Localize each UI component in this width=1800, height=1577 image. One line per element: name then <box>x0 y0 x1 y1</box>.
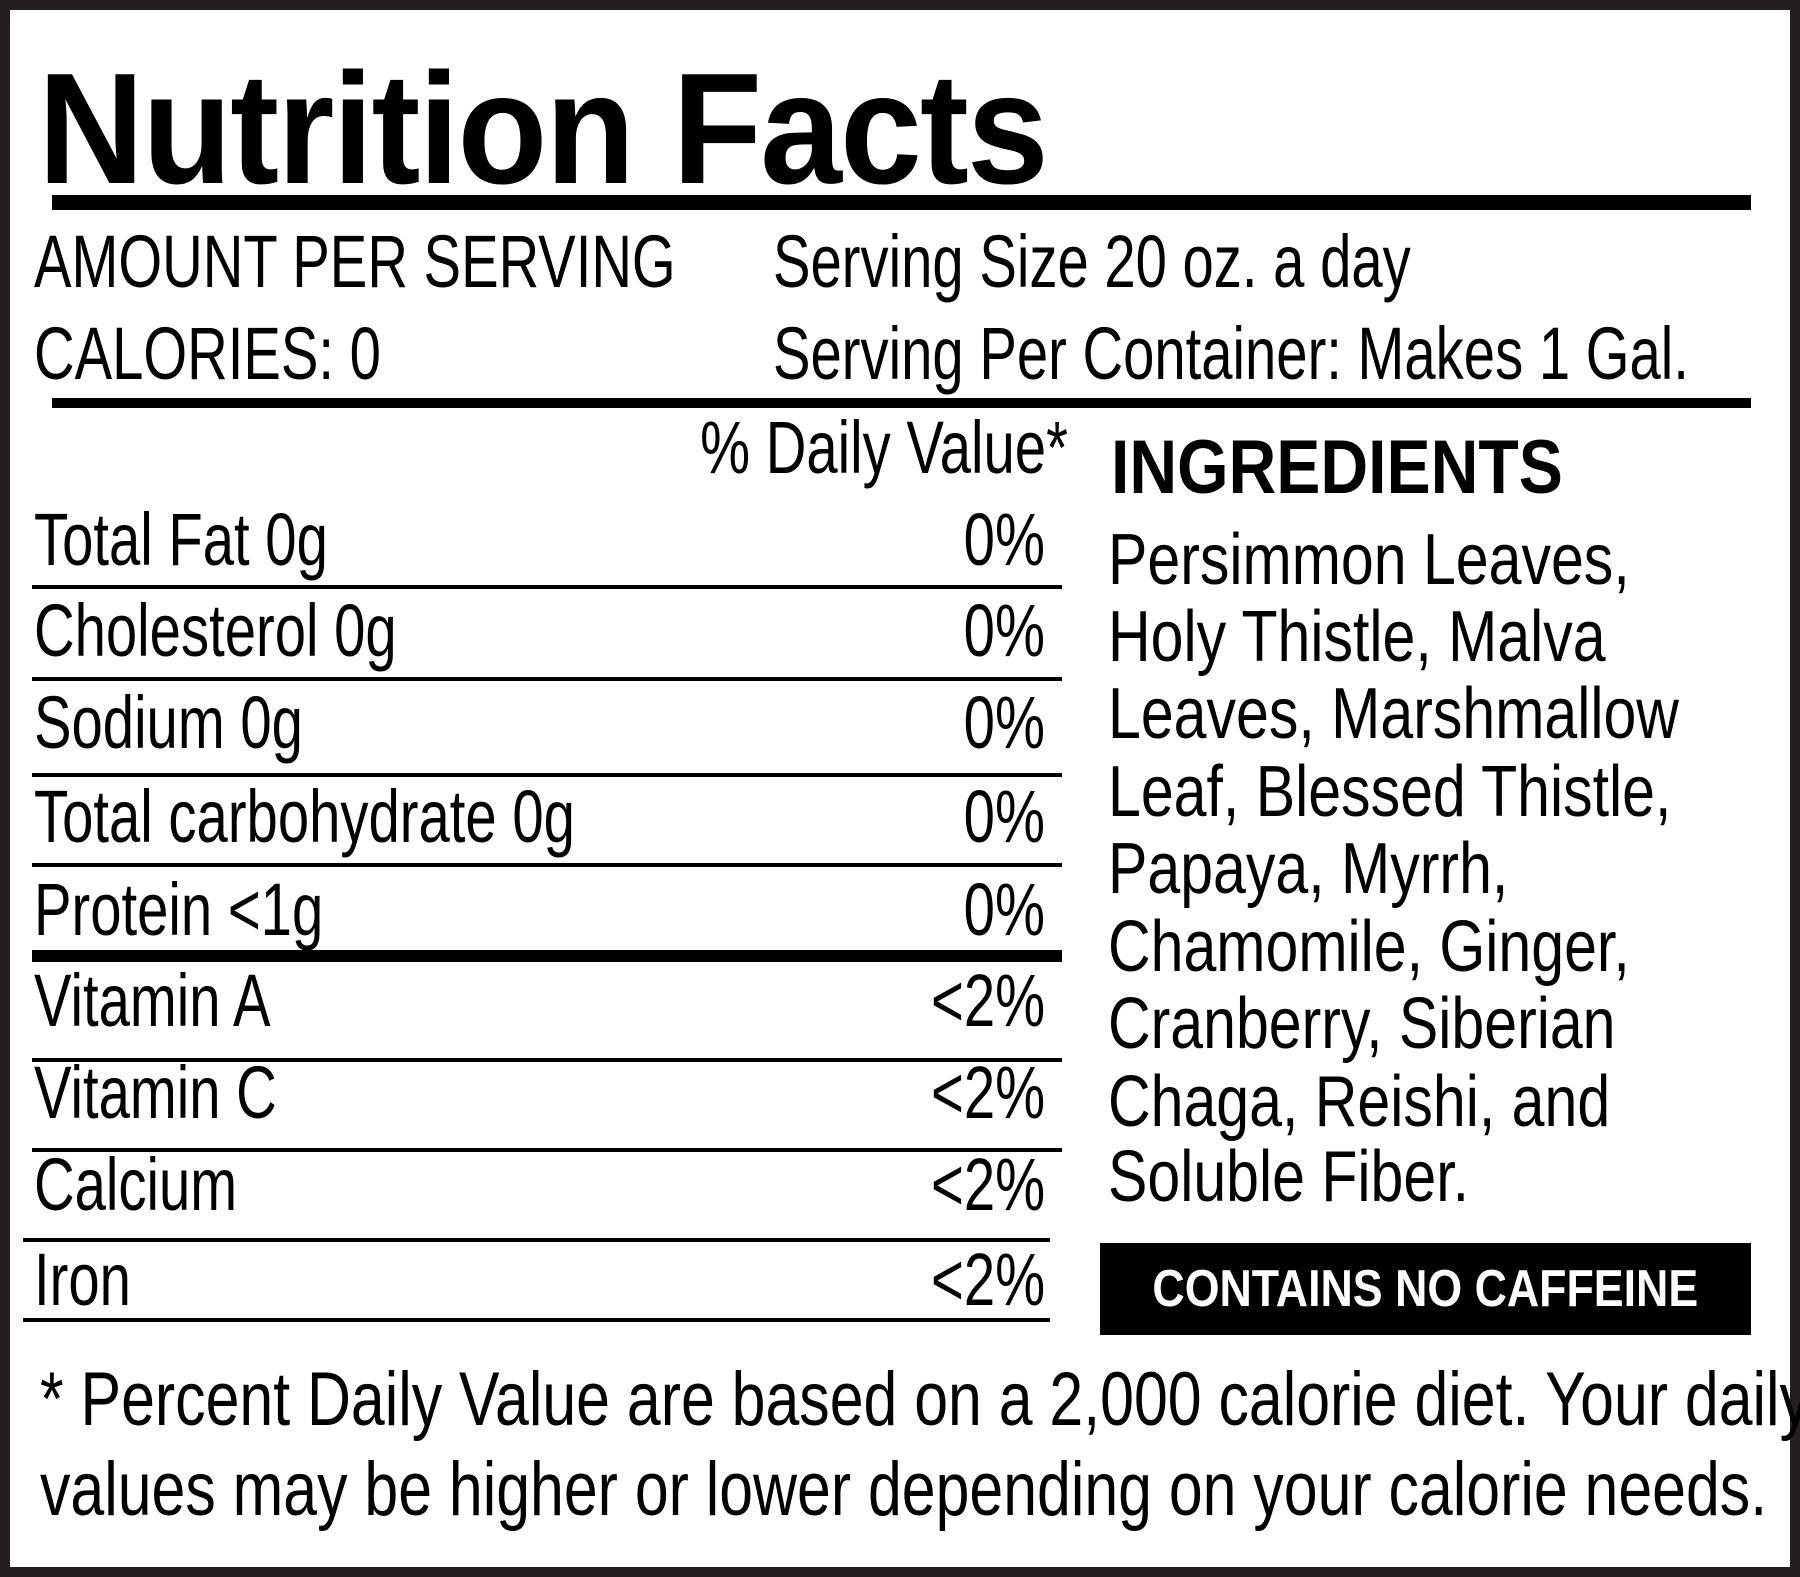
ingredients-heading: INGREDIENTS <box>1111 425 1563 510</box>
nutrient-daily-value: 0% <box>963 589 1045 672</box>
row-divider <box>32 950 1062 962</box>
row-divider <box>32 1148 1062 1152</box>
nutrient-daily-value: <2% <box>930 1238 1045 1321</box>
row-divider <box>32 677 1062 681</box>
ingredient-line: Leaf, Blessed Thistle, <box>1108 752 1672 832</box>
ingredient-line: Persimmon Leaves, <box>1108 520 1630 600</box>
ingredient-line: Leaves, Marshmallow <box>1108 674 1679 754</box>
row-divider <box>23 1318 1050 1322</box>
nutrient-name: Vitamin A <box>34 959 271 1042</box>
nutrient-name: Cholesterol 0g <box>34 589 397 672</box>
ingredient-line: Papaya, Myrrh, <box>1108 829 1509 909</box>
nutrient-name: Sodium 0g <box>34 681 303 764</box>
no-caffeine-badge: CONTAINS NO CAFFEINE <box>1100 1243 1751 1335</box>
nutrient-name: Total Fat 0g <box>34 498 328 581</box>
ingredient-line: Holy Thistle, Malva <box>1108 597 1606 677</box>
nutrient-daily-value: 0% <box>963 775 1045 858</box>
nutrient-daily-value: 0% <box>963 498 1045 581</box>
nutrient-name: Iron <box>34 1238 131 1321</box>
nutrient-daily-value: <2% <box>930 1143 1045 1226</box>
ingredient-line: Cranberry, Siberian <box>1108 984 1616 1064</box>
servings-per-container: Serving Per Container: Makes 1 Gal. <box>773 312 1689 395</box>
footnote-line: values may be higher or lower depending … <box>40 1447 1768 1532</box>
label-title: Nutrition Facts <box>38 41 1049 217</box>
ingredient-line: Soluble Fiber. <box>1108 1137 1470 1217</box>
row-divider <box>32 1058 1062 1062</box>
ingredient-line: Chaga, Reishi, and <box>1108 1062 1611 1142</box>
nutrient-name: Protein <1g <box>34 868 324 951</box>
footnote-line: * Percent Daily Value are based on a 2,0… <box>40 1357 1800 1442</box>
row-divider <box>32 863 1062 867</box>
serving-size: Serving Size 20 oz. a day <box>773 220 1411 303</box>
nutrient-daily-value: 0% <box>963 868 1045 951</box>
nutrient-name: Calcium <box>34 1143 238 1226</box>
nutrient-daily-value: 0% <box>963 681 1045 764</box>
nutrient-daily-value: <2% <box>930 1051 1045 1134</box>
nutrient-daily-value: <2% <box>930 959 1045 1042</box>
ingredient-line: Chamomile, Ginger, <box>1108 907 1630 987</box>
amount-per-serving: AMOUNT PER SERVING <box>34 220 676 303</box>
no-caffeine-text: CONTAINS NO CAFFEINE <box>1152 1260 1699 1318</box>
row-divider <box>32 585 1062 589</box>
title-rule <box>52 195 1751 210</box>
calories: CALORIES: 0 <box>34 312 381 395</box>
row-divider <box>32 773 1062 777</box>
row-divider <box>23 1238 1050 1242</box>
nutrient-name: Total carbohydrate 0g <box>34 775 575 858</box>
daily-value-header: % Daily Value* <box>700 406 1068 489</box>
serving-rule <box>52 398 1751 408</box>
nutrient-name: Vitamin C <box>34 1051 277 1134</box>
